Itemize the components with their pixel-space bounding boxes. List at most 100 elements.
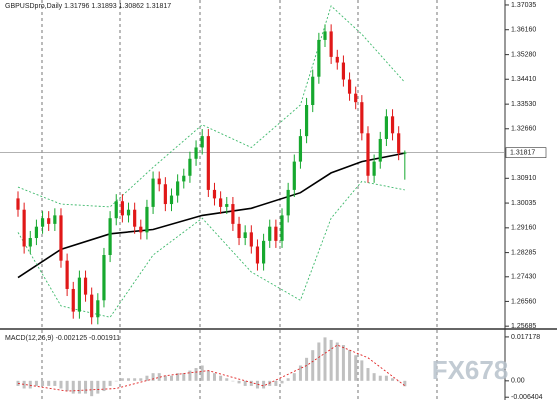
macd-bar	[194, 368, 198, 381]
candle-body	[145, 206, 149, 233]
macd-bar	[360, 360, 364, 381]
macd-bar	[249, 380, 253, 386]
macd-bar	[323, 337, 327, 381]
y-tick-label: 1.37035	[511, 2, 536, 9]
macd-bar	[34, 380, 38, 386]
macd-bar	[114, 380, 118, 382]
candle-body	[114, 201, 118, 219]
candle-body	[139, 226, 143, 233]
macd-bar	[329, 339, 333, 381]
macd-bar	[372, 373, 376, 381]
candle-body	[366, 133, 370, 176]
macd-bar	[151, 373, 155, 381]
macd-bar	[90, 380, 94, 397]
candle-body	[329, 31, 333, 57]
y-tick-label: -0.006404	[511, 394, 543, 400]
candle-body	[397, 133, 401, 154]
macd-bar	[262, 380, 266, 389]
macd-bar	[348, 350, 352, 381]
candle-body	[403, 152, 407, 154]
macd-bar	[120, 378, 124, 381]
macd-bar	[378, 375, 382, 381]
watermark: FX678	[432, 355, 509, 385]
macd-bar	[47, 380, 51, 386]
macd-bar	[286, 378, 290, 381]
macd-bar	[280, 380, 284, 384]
macd-bar	[145, 375, 149, 381]
candle-body	[182, 175, 186, 182]
candle-body	[120, 201, 124, 216]
macd-bar	[157, 373, 161, 381]
macd-bar	[212, 373, 216, 381]
candle-body	[286, 189, 290, 216]
candle-body	[28, 238, 32, 247]
candle-body	[262, 240, 266, 264]
candle-body	[317, 39, 321, 77]
candle-body	[219, 198, 223, 207]
candle-body	[255, 246, 260, 264]
y-tick-label: 1.35280	[511, 51, 536, 58]
macd-bar	[391, 378, 395, 381]
candle-body	[206, 136, 210, 190]
y-tick-label: 1.28285	[511, 249, 536, 256]
y-tick-label: 1.25685	[511, 323, 536, 330]
signal-line	[17, 344, 406, 392]
candle-body	[378, 138, 382, 162]
macd-bar	[292, 373, 296, 381]
candle-body	[225, 204, 229, 207]
macd-bar	[341, 345, 345, 381]
candle-body	[34, 226, 39, 239]
candle-body	[16, 198, 20, 210]
candle-body	[335, 56, 339, 63]
candle-body	[53, 215, 57, 224]
macd-bar	[354, 355, 358, 381]
candle-body	[47, 218, 51, 224]
y-tick-label: 1.26560	[511, 298, 536, 305]
macd-bar	[384, 375, 388, 381]
macd-bar	[102, 380, 106, 392]
macd-bar	[225, 378, 229, 381]
macd-bar	[237, 380, 241, 384]
candle-body	[354, 93, 358, 103]
y-tick-label: 1.36160	[511, 27, 536, 34]
macd-bar	[243, 380, 247, 386]
macd-bar	[77, 380, 81, 394]
candle-body	[292, 161, 296, 190]
candle-body	[83, 277, 88, 295]
macd-bar	[59, 380, 63, 389]
macd-bar	[317, 342, 321, 381]
candle-body	[188, 158, 192, 176]
candle-body	[384, 116, 388, 139]
candle-body	[323, 31, 327, 40]
candle-body	[341, 62, 346, 80]
candle-body	[96, 300, 100, 318]
macd-bar	[188, 370, 192, 381]
macd-bar	[335, 342, 339, 381]
candle-body	[176, 181, 180, 196]
candle-body	[102, 255, 106, 301]
macd-bar	[71, 380, 75, 394]
candle-body	[372, 161, 376, 176]
macd-label: MACD(12,26,9) -0.002125 -0.001911	[5, 335, 120, 342]
candle-body	[360, 102, 364, 134]
candle-body	[59, 215, 63, 261]
y-tick-label: 1.34410	[511, 76, 536, 83]
overlay-line	[17, 180, 405, 318]
candle-body	[71, 288, 75, 312]
macd-bar	[28, 380, 32, 389]
candle-body	[231, 204, 235, 224]
candle-body	[133, 209, 137, 227]
macd-bar	[305, 357, 309, 381]
y-tick-label: 1.27430	[511, 274, 536, 281]
candle-body	[243, 232, 247, 239]
candle-body	[280, 215, 284, 241]
candle-body	[22, 209, 26, 247]
candle-body	[274, 226, 278, 241]
macd-bar	[403, 380, 407, 387]
candle-body	[311, 76, 315, 105]
macd-bar	[311, 350, 315, 381]
macd-bar	[182, 373, 186, 381]
macd-bar	[163, 375, 167, 381]
y-tick-label: 1.30035	[511, 200, 536, 207]
macd-bar	[298, 365, 302, 381]
